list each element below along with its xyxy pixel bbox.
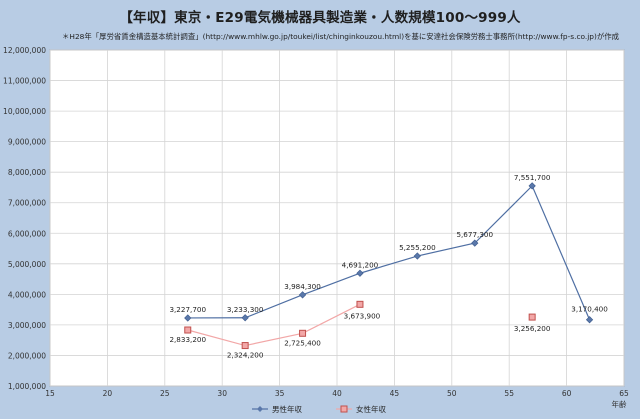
data-point-male — [241, 314, 249, 322]
data-label: 2,725,400 — [284, 338, 321, 347]
legend-marker-square — [340, 405, 348, 413]
x-tick-label: 55 — [504, 389, 514, 398]
legend-label: 女性年収 — [356, 404, 386, 414]
x-tick-label: 30 — [217, 389, 227, 398]
data-point-male — [184, 314, 192, 322]
y-tick-label: 7,000,000 — [8, 199, 46, 208]
x-tick-label: 35 — [275, 389, 285, 398]
data-point-male — [413, 252, 421, 260]
y-tick-label: 2,000,000 — [8, 351, 46, 360]
data-label: 3,256,200 — [514, 324, 551, 333]
y-tick-label: 6,000,000 — [8, 229, 46, 238]
data-point-male — [471, 239, 479, 247]
y-tick-label: 5,000,000 — [8, 260, 46, 269]
x-tick-label: 40 — [332, 389, 342, 398]
data-label: 3,170,400 — [571, 305, 608, 314]
data-point-male — [356, 269, 364, 277]
y-tick-label: 3,000,000 — [8, 321, 46, 330]
data-point-female — [356, 300, 364, 308]
data-label: 4,691,200 — [342, 260, 379, 269]
y-tick-label: 11,000,000 — [3, 77, 46, 86]
data-point-female — [184, 326, 192, 334]
data-label: 3,233,300 — [227, 305, 264, 314]
legend-marker-diamond — [257, 406, 263, 412]
legend-label: 男性年収 — [272, 404, 302, 414]
x-axis-title: 年齢 — [612, 399, 627, 409]
x-tick-label: 65 — [619, 389, 629, 398]
y-tick-label: 9,000,000 — [8, 138, 46, 147]
y-tick-label: 8,000,000 — [8, 168, 46, 177]
y-tick-label: 12,000,000 — [3, 46, 46, 55]
data-point-female — [528, 313, 536, 321]
data-point-female — [241, 342, 249, 350]
data-label: 2,833,200 — [169, 335, 206, 344]
data-label: 3,984,300 — [284, 282, 321, 291]
y-tick-label: 1,000,000 — [8, 382, 46, 391]
chart-subtitle: ＊H28年「厚労省賃金構造基本統計調査」(http://www.mhlw.go.… — [62, 32, 620, 41]
x-tick-label: 20 — [103, 389, 113, 398]
data-label: 2,324,200 — [227, 351, 264, 360]
x-tick-label: 50 — [447, 389, 457, 398]
data-point-male — [585, 316, 594, 324]
y-tick-label: 10,000,000 — [3, 107, 46, 116]
data-point-male — [528, 182, 536, 190]
series-line-male — [187, 184, 591, 320]
x-tick-label: 60 — [562, 389, 572, 398]
data-label: 5,677,300 — [456, 230, 493, 239]
series-line-female — [187, 303, 361, 347]
x-tick-label: 15 — [45, 389, 55, 398]
x-tick-label: 25 — [160, 389, 170, 398]
data-label: 7,551,700 — [514, 173, 551, 182]
x-tick-label: 45 — [390, 389, 400, 398]
y-tick-label: 4,000,000 — [8, 290, 46, 299]
data-point-male — [298, 291, 307, 299]
data-label: 5,255,200 — [399, 243, 436, 252]
data-point-female — [299, 329, 307, 337]
chart-title: 【年収】東京・E29電気機械器具製造業・人数規模100〜999人 — [119, 10, 521, 26]
data-label: 3,673,900 — [344, 311, 381, 320]
data-label: 3,227,700 — [169, 305, 206, 314]
